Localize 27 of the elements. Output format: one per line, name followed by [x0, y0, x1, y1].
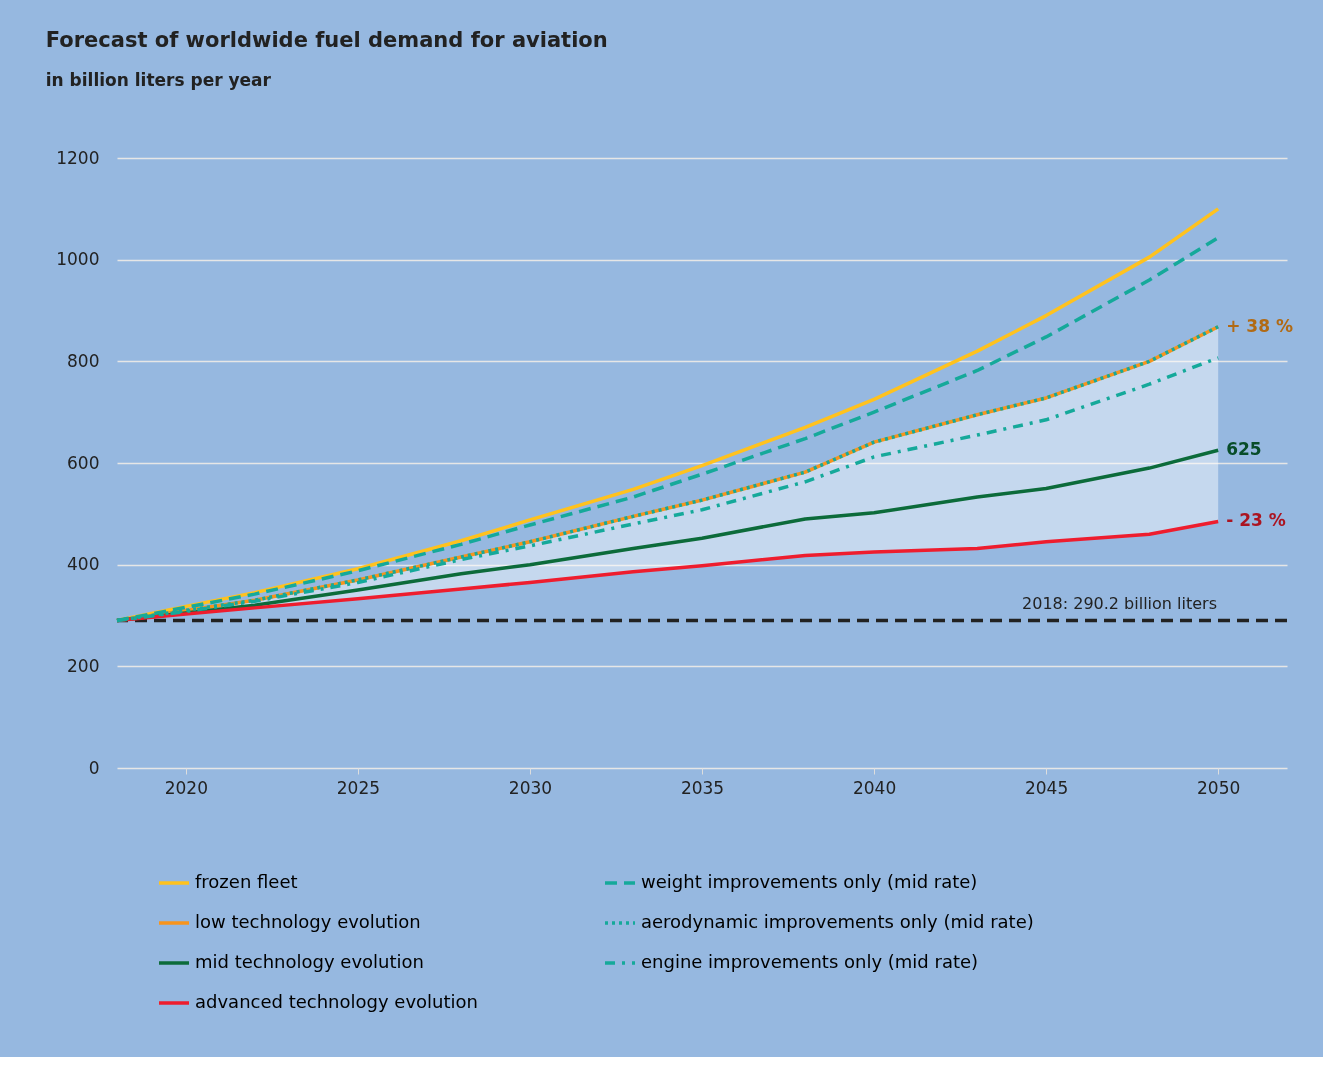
legend-label: frozen fleet — [195, 871, 298, 892]
y-tick-label: 400 — [67, 554, 100, 575]
x-tick-label: 2025 — [336, 777, 381, 798]
legend-label: advanced technology evolution — [195, 991, 478, 1012]
legend-label: low technology evolution — [195, 911, 421, 932]
ref-line-label: 2018: 290.2 billion liters — [1022, 594, 1217, 614]
legend-label: mid technology evolution — [195, 951, 424, 972]
legend-label: engine improvements only (mid rate) — [641, 951, 979, 972]
chart-title: Forecast of worldwide fuel demand for aviation — [45, 28, 608, 52]
y-tick-label: 1200 — [56, 147, 100, 168]
x-tick-label: 2050 — [1197, 777, 1241, 798]
annotation: + 38 % — [1226, 315, 1293, 336]
chart-subtitle: in billion liters per year — [45, 70, 272, 90]
y-tick-label: 600 — [67, 452, 100, 473]
legend-label: aerodynamic improvements only (mid rate) — [641, 911, 1034, 932]
data-label: 625 — [1226, 439, 1262, 460]
y-tick-label: 1000 — [56, 249, 100, 270]
x-tick-label: 2020 — [164, 777, 208, 798]
annotation: - 23 % — [1226, 510, 1286, 531]
legend-label: weight improvements only (mid rate) — [641, 871, 978, 892]
y-tick-label: 800 — [67, 350, 100, 371]
y-tick-label: 200 — [67, 655, 100, 676]
y-tick-label: 0 — [88, 757, 100, 778]
x-tick-label: 2045 — [1024, 777, 1069, 798]
x-tick-label: 2030 — [508, 777, 553, 798]
x-tick-label: 2035 — [680, 777, 725, 798]
x-tick-label: 2040 — [852, 777, 897, 798]
